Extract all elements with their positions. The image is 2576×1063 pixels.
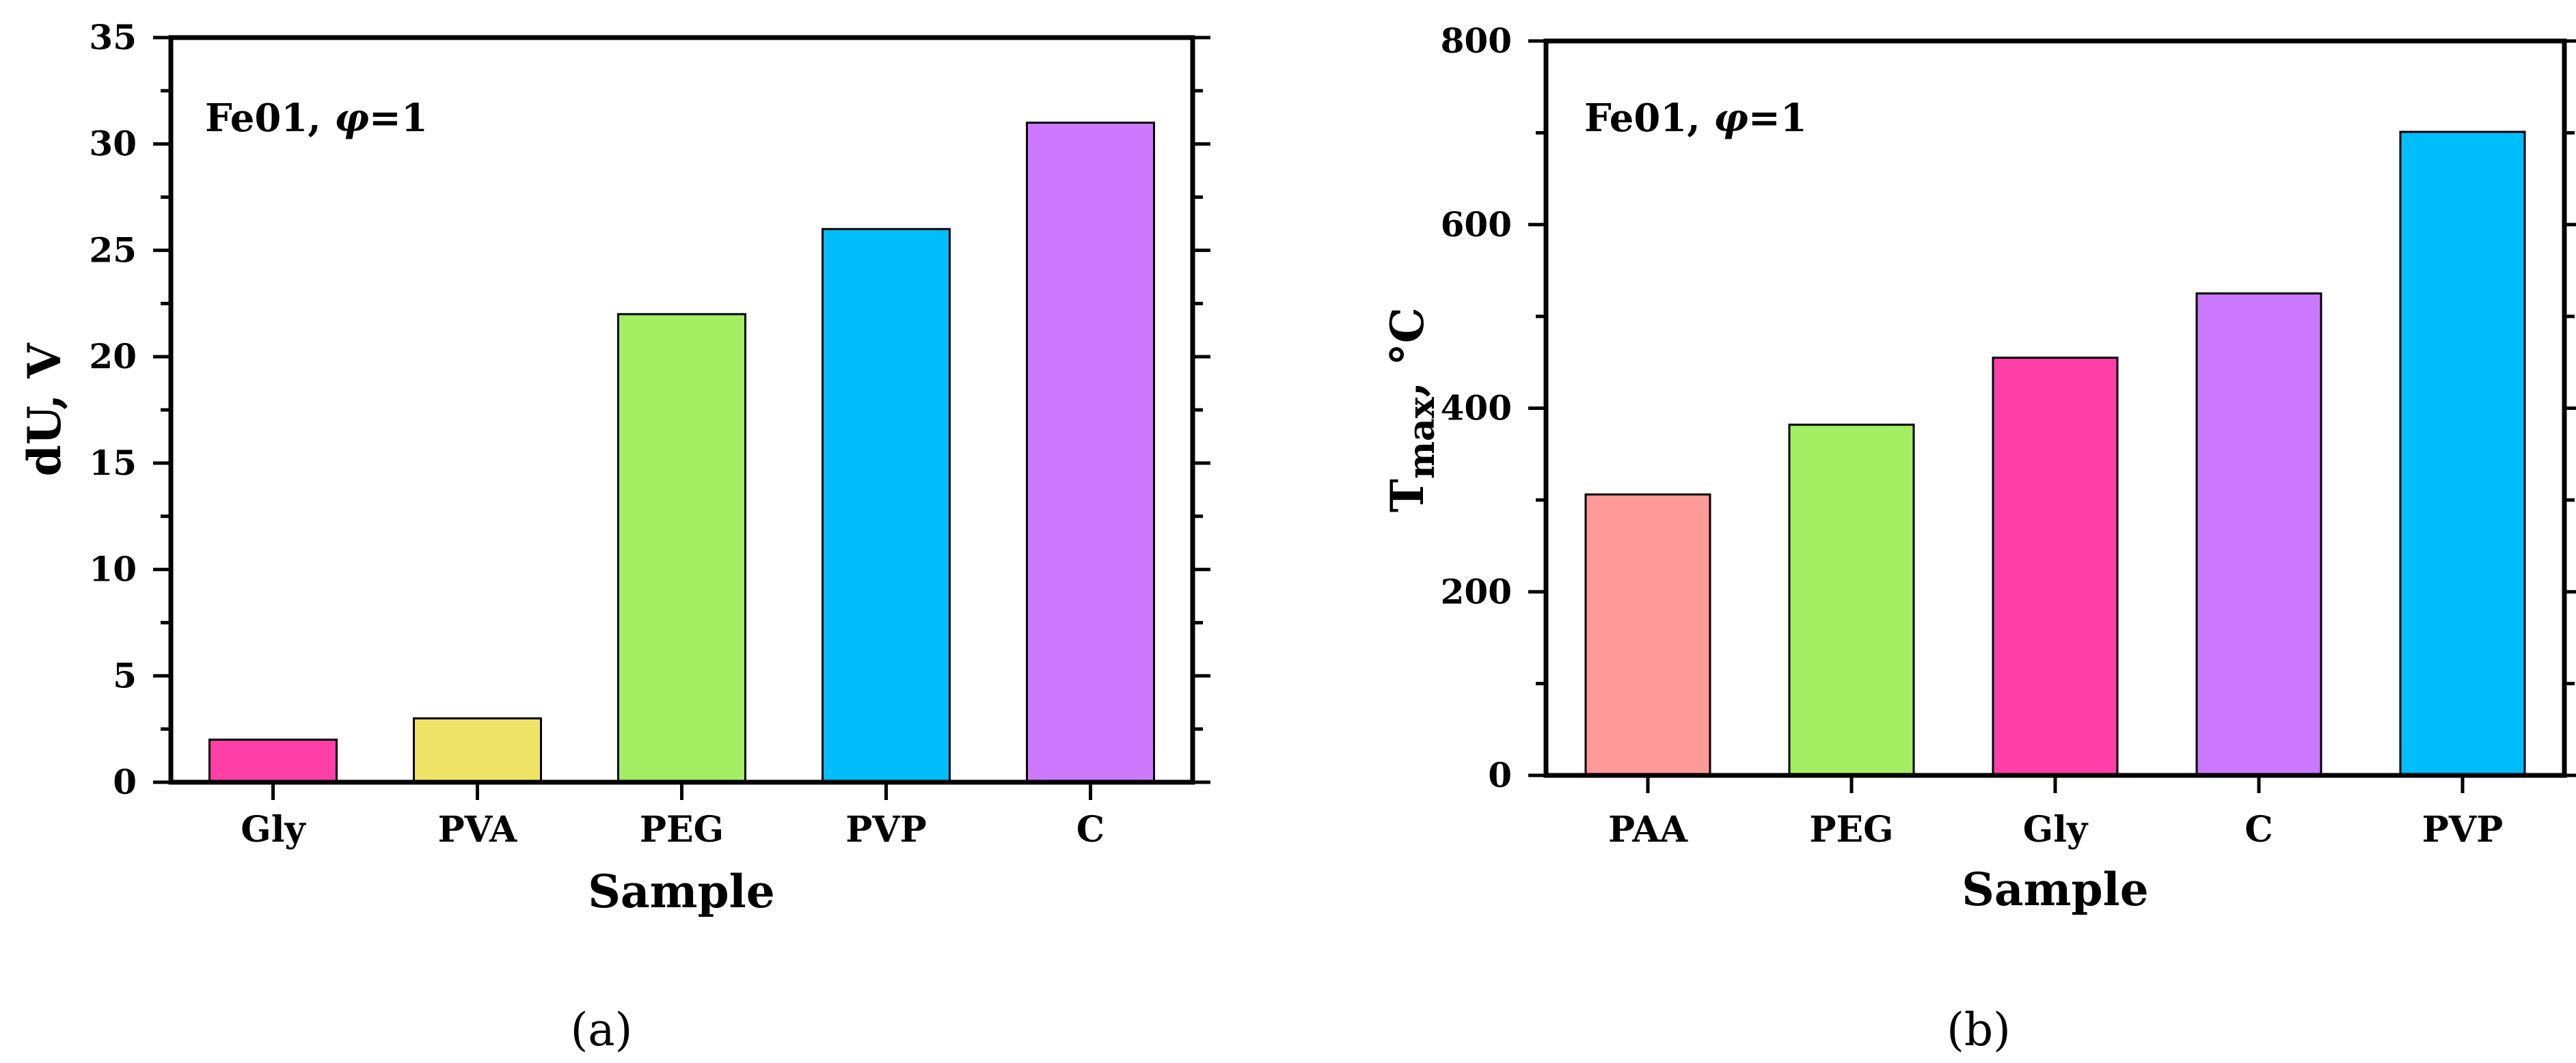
y-tick-label: 30 — [89, 124, 137, 164]
chart-panel-b: 0 200 400 600 800 PAA PEG Gly C PVP Fe01, φ=1 Sa… — [1381, 20, 2576, 1056]
annotation-prefix: Fe01, — [205, 96, 334, 141]
y-tick-label: 20 — [89, 336, 137, 376]
bar-pvp — [822, 227, 951, 784]
x-axis-title-b: Sample — [1962, 863, 2148, 916]
x-tick-label: PVP — [2422, 809, 2504, 851]
y-tick-label: 15 — [89, 443, 137, 483]
x-tick-label: Gly — [2023, 809, 2089, 851]
bar-peg — [1788, 424, 1915, 777]
annotation-prefix: Fe01, — [1584, 96, 1713, 141]
y-ticks-b: 0 200 400 600 800 — [1441, 20, 2576, 795]
x-tick-label: PVP — [845, 809, 927, 851]
y-tick-label: 25 — [89, 230, 137, 270]
annotation-suffix: =1 — [1748, 96, 1807, 141]
x-tick-label: PAA — [1608, 809, 1688, 851]
y-axis-title-subscript: max — [1401, 396, 1443, 479]
phi-symbol: φ — [1713, 96, 1748, 141]
x-tick-label: PEG — [640, 809, 724, 851]
phi-symbol: φ — [334, 96, 369, 141]
y-tick-label: 400 — [1441, 388, 1512, 428]
y-tick-label: 800 — [1441, 20, 1512, 61]
bar-gly — [1992, 357, 2119, 777]
y-axis-title-b: Tmax, °C — [1381, 307, 1443, 512]
x-axis-title-a: Sample — [588, 865, 774, 918]
x-ticks-a: Gly PVA PEG PVP C — [241, 782, 1104, 851]
chart-panel-a: 0 5 10 15 20 25 30 35 Gly PVA PEG PVP C Fe01, φ=1 S… — [18, 17, 1210, 1056]
x-tick-label: C — [2245, 809, 2273, 851]
y-tick-label: 10 — [89, 549, 137, 590]
bar-gly — [208, 738, 338, 784]
y-tick-label: 200 — [1441, 571, 1512, 611]
bars-a — [208, 122, 1155, 784]
annotation-suffix: =1 — [369, 96, 428, 141]
y-tick-label: 0 — [1488, 755, 1512, 795]
x-tick-label: C — [1076, 809, 1104, 851]
x-tick-label: Gly — [241, 809, 306, 851]
x-ticks-b: PAA PEG Gly C PVP — [1608, 775, 2503, 851]
y-axis-title-a: dU, V — [18, 342, 71, 477]
x-tick-label: PEG — [1809, 809, 1893, 851]
panel-annotation-a: Fe01, φ=1 — [205, 96, 428, 141]
bar-c — [2195, 292, 2322, 777]
bar-c — [1026, 122, 1155, 784]
bar-pva — [413, 717, 542, 784]
y-axis-title-main: T — [1381, 479, 1434, 512]
panel-label-b: (b) — [1947, 1004, 2011, 1056]
y-axis-title-unit: , °C — [1381, 307, 1434, 397]
bar-paa — [1584, 493, 1711, 777]
y-tick-label: 0 — [113, 762, 137, 802]
y-tick-label: 35 — [89, 17, 137, 57]
y-tick-label: 5 — [113, 655, 137, 695]
y-tick-label: 600 — [1441, 204, 1512, 245]
panel-annotation-b: Fe01, φ=1 — [1584, 96, 1807, 141]
bar-pvp — [2399, 130, 2526, 777]
bars-b — [1584, 130, 2526, 777]
y-ticks-a: 0 5 10 15 20 25 30 35 — [89, 17, 1210, 802]
x-tick-label: PVA — [438, 809, 517, 851]
panel-label-a: (a) — [571, 1004, 633, 1056]
bar-peg — [617, 313, 746, 784]
